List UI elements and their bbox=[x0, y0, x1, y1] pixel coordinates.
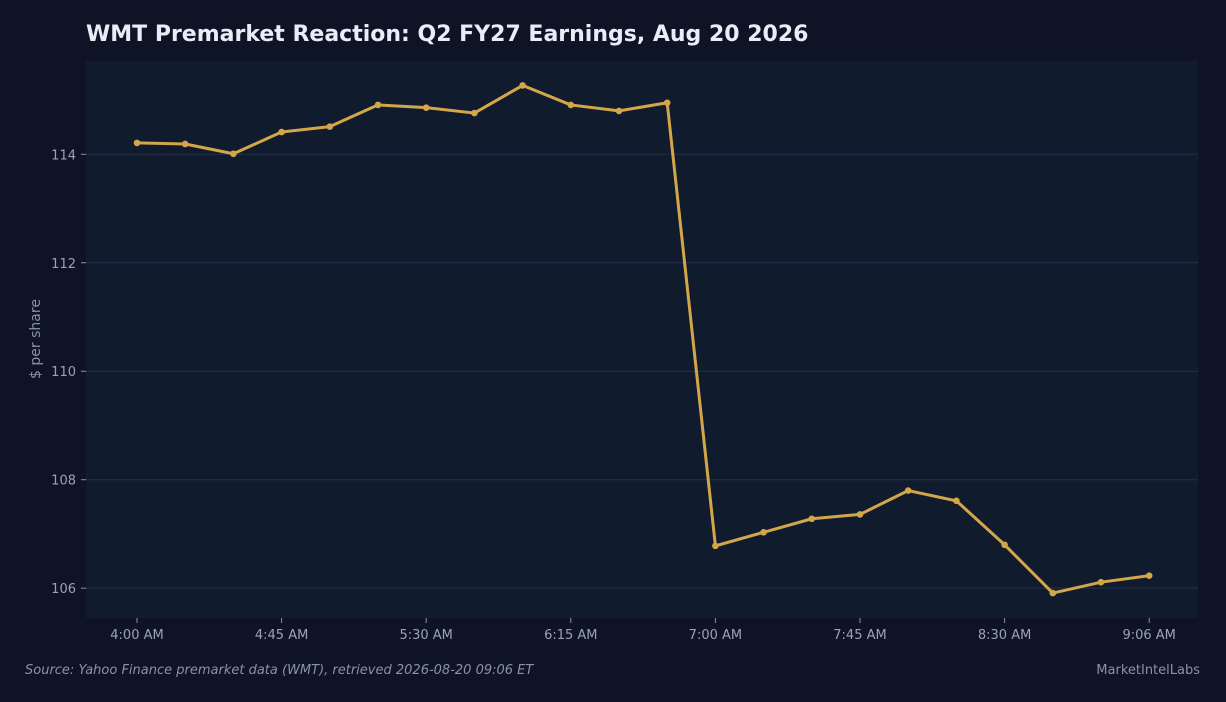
data-point bbox=[326, 123, 334, 130]
data-point bbox=[181, 140, 189, 148]
data-point bbox=[615, 107, 623, 115]
data-point bbox=[760, 529, 767, 536]
data-point bbox=[422, 104, 430, 111]
grid-layer bbox=[86, 153, 1198, 589]
y-tick-label: 114 bbox=[51, 148, 76, 163]
y-tick-label: 108 bbox=[51, 474, 76, 489]
data-point bbox=[519, 82, 526, 89]
x-tick-label: 5:30 AM bbox=[399, 628, 452, 643]
y-axis-label: $ per share bbox=[28, 299, 44, 379]
chart-title: WMT Premarket Reaction: Q2 FY27 Earnings… bbox=[86, 22, 808, 47]
data-point bbox=[133, 139, 141, 147]
y-tick-label: 112 bbox=[51, 257, 76, 272]
x-axis-ticks: 4:00 AM 4:45 AM 5:30 AM 6:15 AM 7:00 AM 7:45 … bbox=[110, 618, 1176, 643]
data-point bbox=[808, 515, 816, 523]
series-layer bbox=[133, 82, 1153, 597]
brand-label: MarketIntelLabs bbox=[1096, 663, 1200, 678]
data-point bbox=[1097, 578, 1105, 586]
source-note: Source: Yahoo Finance premarket data (WM… bbox=[25, 663, 534, 678]
data-point bbox=[471, 109, 478, 117]
series-line bbox=[135, 83, 1151, 595]
x-tick-label: 4:00 AM bbox=[110, 628, 163, 643]
data-point bbox=[1001, 541, 1008, 549]
x-tick-label: 9:06 AM bbox=[1122, 628, 1175, 643]
data-point bbox=[230, 150, 237, 158]
data-point bbox=[278, 128, 285, 136]
data-point bbox=[663, 99, 671, 107]
y-tick-label: 106 bbox=[51, 582, 76, 597]
data-point bbox=[374, 101, 382, 109]
y-axis-ticks: 106 108 110 112 114 bbox=[51, 148, 86, 597]
x-tick-label: 7:00 AM bbox=[689, 628, 742, 643]
data-point bbox=[1145, 572, 1153, 579]
x-tick-label: 7:45 AM bbox=[833, 628, 886, 643]
data-point bbox=[712, 542, 719, 550]
data-point bbox=[904, 487, 912, 494]
data-point bbox=[856, 511, 864, 518]
y-tick-label: 110 bbox=[51, 365, 76, 380]
x-tick-label: 6:15 AM bbox=[544, 628, 597, 643]
x-tick-label: 8:30 AM bbox=[978, 628, 1031, 643]
data-point bbox=[1049, 589, 1057, 597]
x-tick-label: 4:45 AM bbox=[255, 628, 308, 643]
data-point bbox=[567, 101, 575, 109]
data-point bbox=[953, 497, 960, 505]
